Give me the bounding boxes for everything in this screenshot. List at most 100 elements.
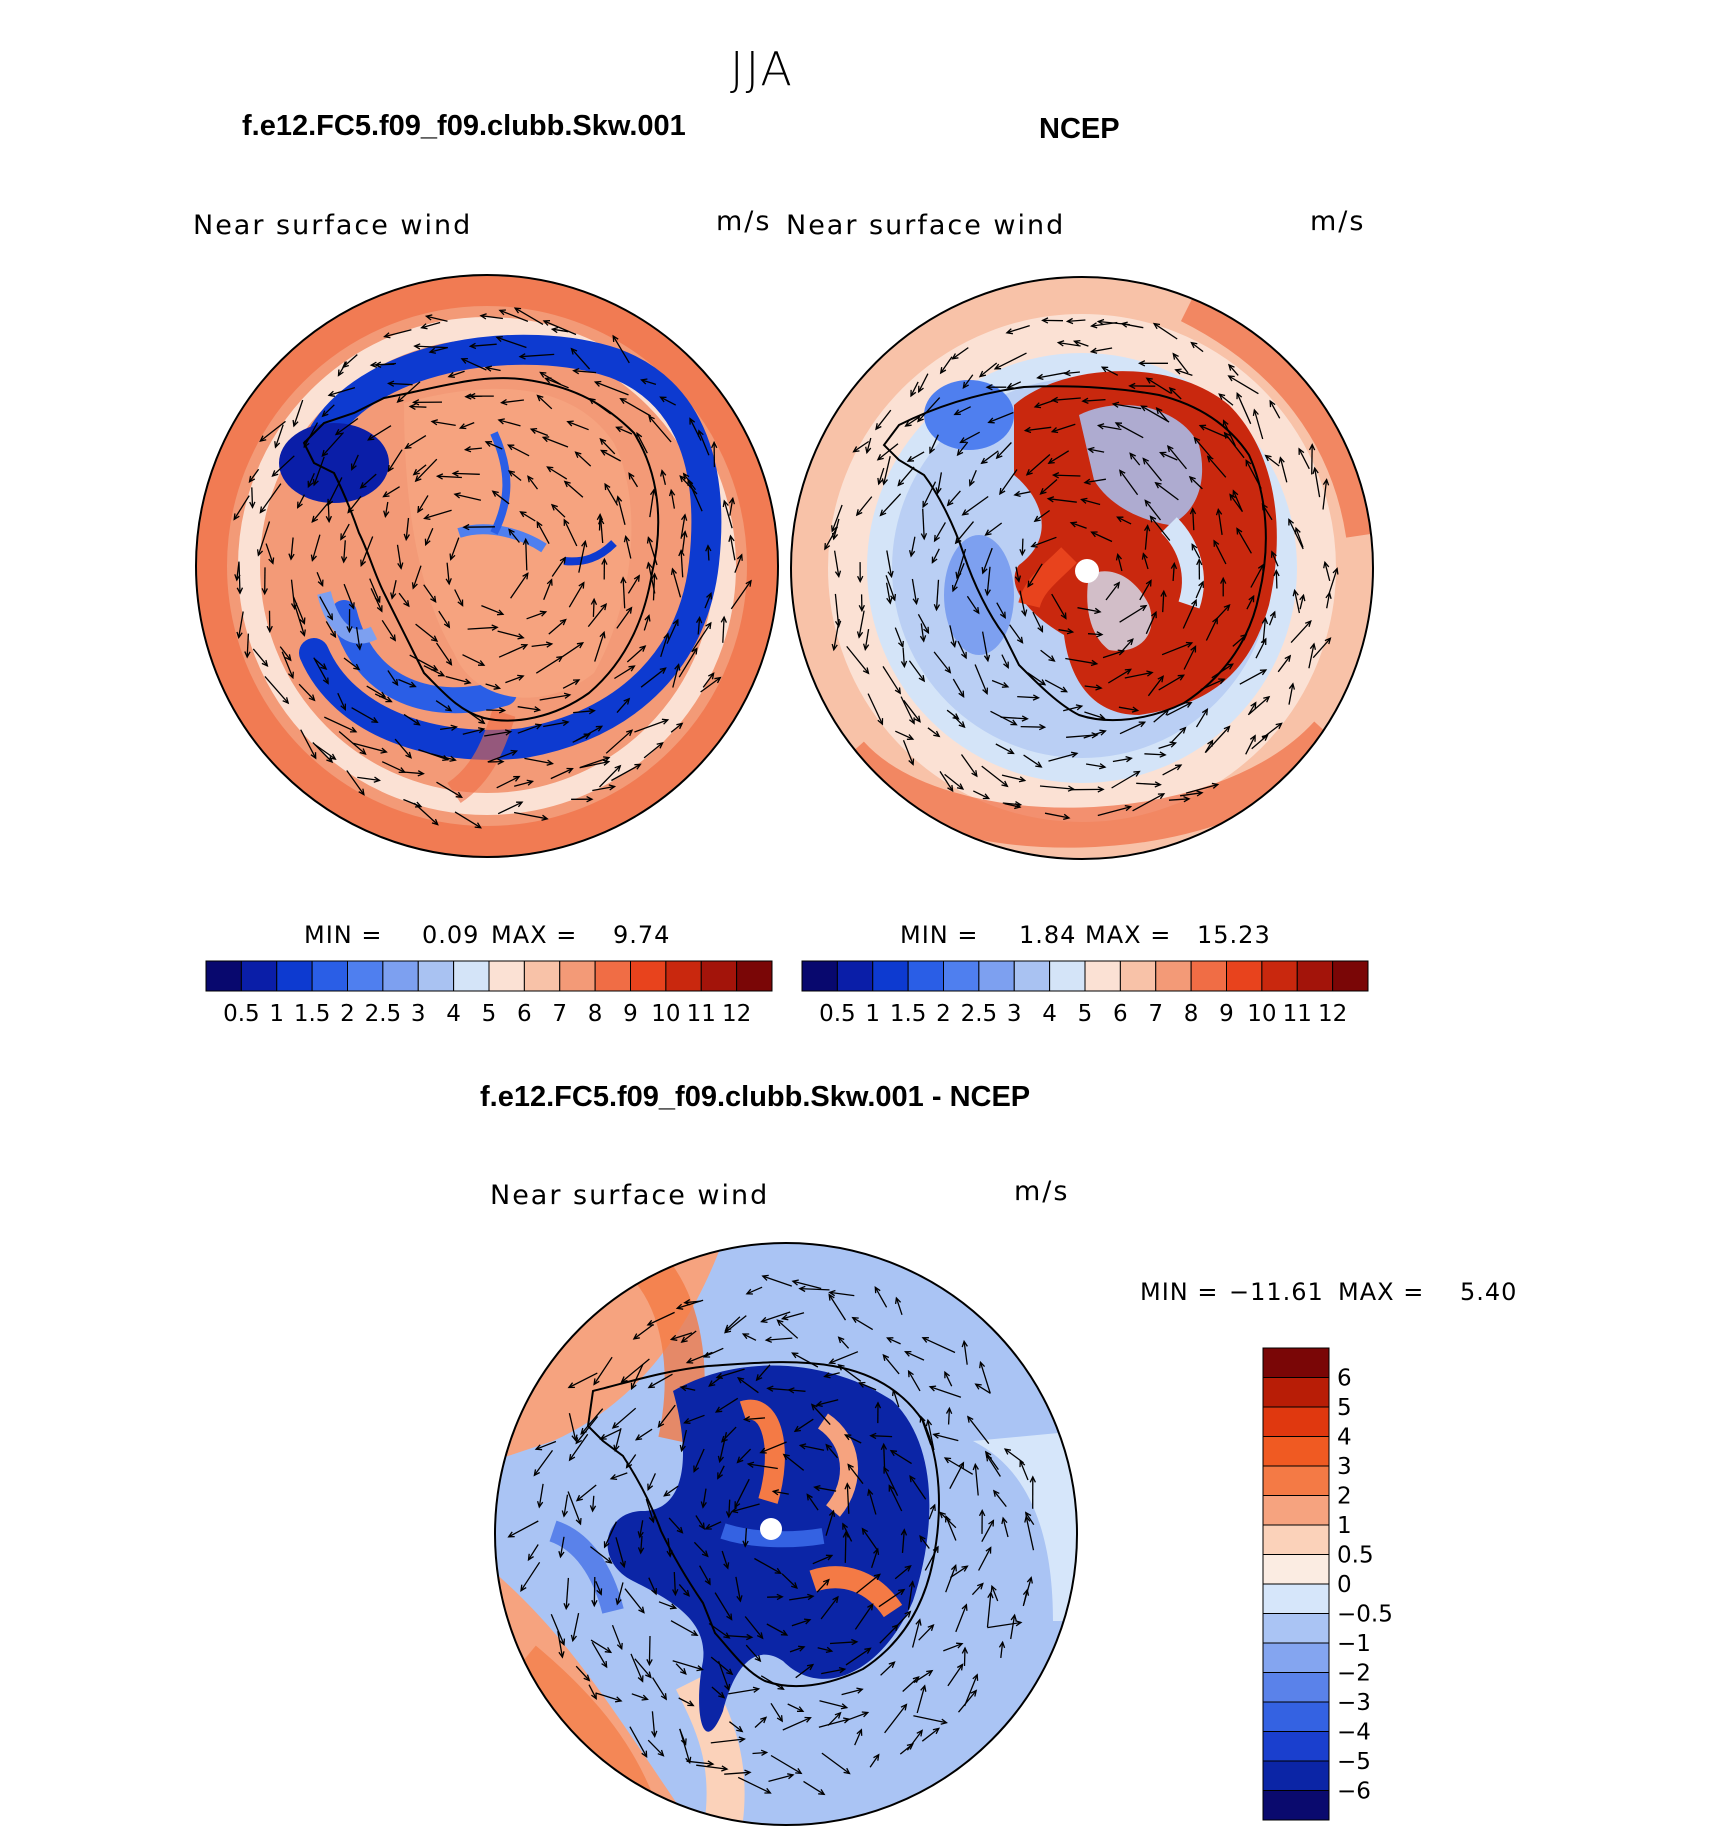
colorbar-swatch: [206, 961, 241, 991]
colorbar-tick-label: −6: [1337, 1779, 1371, 1805]
colorbar-swatch: [1263, 1732, 1329, 1762]
panel1-map: [194, 273, 780, 859]
colorbar-swatch: [418, 961, 453, 991]
wind-vector: [1022, 539, 1023, 555]
wind-vector: [376, 364, 395, 365]
colorbar-tick-label: 3: [1337, 1454, 1352, 1480]
colorbar-tick-label: −2: [1337, 1661, 1371, 1687]
colorbar-swatch: [1014, 961, 1049, 991]
colorbar-tick-label: 2.5: [961, 1001, 998, 1027]
panel3-subtitle: Near surface wind: [490, 1180, 769, 1211]
colorbar-swatch: [1085, 961, 1120, 991]
panel2-max-value: 15.23: [1197, 921, 1271, 949]
colorbar-swatch: [454, 961, 489, 991]
panel2-max-label: MAX =: [1085, 921, 1171, 949]
colorbar-tick-label: 10: [651, 1001, 680, 1027]
colorbar-swatch: [1263, 1614, 1329, 1644]
colorbar-swatch: [979, 961, 1014, 991]
colorbar-swatch: [1262, 961, 1297, 991]
colorbar-swatch: [1263, 1466, 1329, 1496]
wind-vector: [328, 505, 329, 522]
colorbar-tick-label: 1: [269, 1001, 284, 1027]
colorbar-swatch: [1227, 961, 1262, 991]
colorbar-swatch: [348, 961, 383, 991]
panel2-title: NCEP: [1039, 113, 1120, 146]
wind-vector: [1276, 571, 1277, 589]
colorbar-tick-label: 0.5: [223, 1001, 260, 1027]
colorbar-swatch: [1263, 1407, 1329, 1437]
colorbar-tick-label: −5: [1337, 1749, 1371, 1775]
panel1-max-value: 9.74: [613, 921, 670, 949]
panel1-units: m/s: [716, 206, 771, 237]
wind-vector: [871, 1436, 892, 1437]
wind-vector: [1053, 475, 1080, 476]
panel2-map: [789, 275, 1375, 861]
colorbar-tick-label: 9: [623, 1001, 638, 1027]
colorbar-swatch: [1263, 1791, 1329, 1821]
colorbar-tick-label: 7: [1148, 1001, 1163, 1027]
colorbar-swatch: [1263, 1584, 1329, 1614]
colorbar-swatch: [1333, 961, 1368, 991]
wind-vector: [453, 473, 480, 474]
colorbar-swatch: [1156, 961, 1191, 991]
colorbar-tick-label: 10: [1247, 1001, 1276, 1027]
wind-vector: [486, 710, 504, 711]
colorbar-tick-label: 8: [1184, 1001, 1199, 1027]
colorbar-swatch: [1050, 961, 1085, 991]
colorbar-swatch: [1263, 1525, 1329, 1555]
panel3-min-label: MIN =: [1140, 1278, 1218, 1306]
colorbar-swatch: [666, 961, 701, 991]
colorbar-tick-label: 4: [1042, 1001, 1057, 1027]
wind-vector: [1312, 445, 1313, 475]
colorbar-tick-label: 4: [446, 1001, 461, 1027]
colorbar-swatch: [1263, 1496, 1329, 1526]
colorbar-swatch: [1263, 1437, 1329, 1467]
colorbar-swatch: [1191, 961, 1226, 991]
panel2-min-value: 1.84: [1019, 921, 1076, 949]
panel2-min-label: MIN =: [900, 921, 978, 949]
colorbar-tick-label: −1: [1337, 1631, 1371, 1657]
colorbar-tick-label: −3: [1337, 1690, 1371, 1716]
panel3-min-value: −11.61: [1229, 1278, 1324, 1306]
colorbar-tick-label: 2: [340, 1001, 355, 1027]
colorbar-tick-label: 1: [1337, 1513, 1352, 1539]
panel3-units: m/s: [1014, 1176, 1069, 1207]
colorbar-swatch: [802, 961, 837, 991]
colorbar-swatch: [595, 961, 630, 991]
colorbar-tick-label: −0.5: [1337, 1602, 1393, 1628]
colorbar-tick-label: 5: [1078, 1001, 1093, 1027]
panel3-map: [493, 1241, 1079, 1827]
colorbar-tick-label: 1.5: [294, 1001, 331, 1027]
colorbar-swatch: [631, 961, 666, 991]
colorbar-tick-label: 7: [552, 1001, 567, 1027]
colorbar-tick-label: 1.5: [890, 1001, 927, 1027]
colorbar-swatch: [1263, 1378, 1329, 1408]
wind-vector: [593, 599, 594, 617]
panel1-subtitle: Near surface wind: [193, 210, 472, 241]
wind-vector: [594, 1577, 595, 1606]
colorbar-tick-label: 6: [1337, 1366, 1352, 1392]
colorbar-tick-label: 3: [1007, 1001, 1022, 1027]
colorbar-tick-label: 0.5: [1337, 1543, 1374, 1569]
colorbar-swatch: [1263, 1555, 1329, 1585]
colorbar-swatch: [489, 961, 524, 991]
colorbar-swatch: [701, 961, 736, 991]
panel3-title: f.e12.FC5.f09_f09.clubb.Skw.001 - NCEP: [480, 1081, 1030, 1114]
colorbar-tick-label: 11: [1283, 1001, 1312, 1027]
panel3-max-label: MAX =: [1338, 1278, 1424, 1306]
panel1-min-label: MIN =: [304, 921, 382, 949]
colorbar-tick-label: 0: [1337, 1572, 1352, 1598]
colorbar-swatch: [277, 961, 312, 991]
colorbar-swatch: [560, 961, 595, 991]
wind-vector: [252, 487, 253, 507]
colorbar-tick-label: 1: [865, 1001, 880, 1027]
colorbar-swatch: [1263, 1702, 1329, 1732]
colorbar-swatch: [1120, 961, 1155, 991]
colorbar-swatch: [1263, 1761, 1329, 1791]
wind-vector: [845, 1532, 846, 1563]
wind-vector: [965, 1648, 966, 1666]
colorbar-swatch: [312, 961, 347, 991]
panel1-min-value: 0.09: [422, 921, 479, 949]
